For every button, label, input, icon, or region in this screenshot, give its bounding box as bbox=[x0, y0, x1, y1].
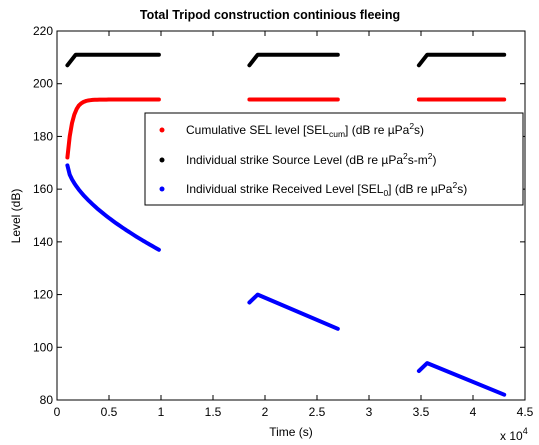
legend-marker-blue bbox=[159, 186, 165, 192]
legend-label: Cumulative SEL level [SELcum] (dB re µPa… bbox=[186, 121, 424, 139]
x-multiplier-exponent: 4 bbox=[523, 426, 528, 436]
x-multiplier-label: x 104 bbox=[500, 426, 528, 443]
legend-entry-cumulative-sel: Cumulative SEL level [SELcum] (dB re µPa… bbox=[159, 121, 424, 139]
x-tick-label: 0.5 bbox=[101, 405, 118, 419]
y-tick-label: 140 bbox=[33, 235, 53, 249]
y-tick-label: 160 bbox=[33, 182, 53, 196]
y-tick-label: 180 bbox=[33, 129, 53, 143]
plot-frame bbox=[56, 30, 526, 401]
legend-entry-source-level: Individual strike Source Level (dB re µP… bbox=[159, 151, 437, 167]
series-2-segment-2 bbox=[416, 361, 507, 397]
legend-marker-black bbox=[159, 157, 165, 163]
x-axis-label: Time (s) bbox=[269, 425, 313, 439]
series-2-segment-0 bbox=[65, 163, 161, 252]
y-axis-label: Level (dB) bbox=[9, 189, 23, 244]
legend-marker-red bbox=[159, 127, 165, 133]
series-1-segment-0 bbox=[65, 97, 161, 160]
legend-entry-received-level: Individual strike Received Level [SEL0] … bbox=[159, 180, 467, 198]
y-tick-label: 200 bbox=[33, 77, 53, 91]
x-tick-label: 1 bbox=[158, 405, 165, 419]
chart-title: Total Tripod construction continious fle… bbox=[140, 8, 400, 22]
y-tick-label: 100 bbox=[33, 340, 53, 354]
legend: Cumulative SEL level [SELcum] (dB re µPa… bbox=[144, 112, 524, 206]
x-tick-label: 1.5 bbox=[205, 405, 222, 419]
y-tick-label: 220 bbox=[33, 24, 53, 38]
axis-ticks: 0 0.5 1 1.5 2 2.5 3 3.5 4 4.5 80 100 120 140 160 180 200… bbox=[33, 24, 534, 419]
x-tick-label: 3 bbox=[366, 405, 373, 419]
legend-label: Individual strike Source Level (dB re µP… bbox=[186, 151, 437, 167]
x-tick-label: 2.5 bbox=[309, 405, 326, 419]
y-tick-label: 120 bbox=[33, 288, 53, 302]
series-0-segment-1 bbox=[247, 52, 340, 68]
x-tick-label: 4.5 bbox=[517, 405, 534, 419]
data-marks bbox=[65, 52, 507, 397]
x-tick-label: 0 bbox=[54, 405, 61, 419]
x-tick-label: 4 bbox=[470, 405, 477, 419]
series-0-segment-2 bbox=[416, 52, 507, 68]
series-2-segment-1 bbox=[247, 292, 340, 331]
legend-label: Individual strike Received Level [SEL0] … bbox=[186, 180, 467, 198]
series-0-segment-0 bbox=[65, 52, 161, 68]
legend-box bbox=[144, 112, 524, 206]
y-tick-label: 80 bbox=[40, 393, 54, 407]
x-tick-label: 2 bbox=[262, 405, 269, 419]
x-tick-label: 3.5 bbox=[413, 405, 430, 419]
